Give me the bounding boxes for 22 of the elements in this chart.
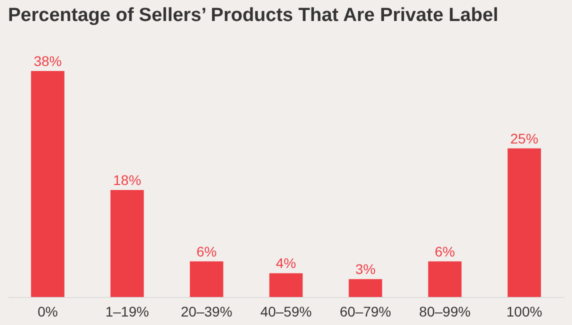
bar <box>269 273 303 297</box>
x-tick-label: 20–39% <box>180 304 232 320</box>
x-tick-label: 60–79% <box>340 304 392 320</box>
data-label: 18% <box>113 172 142 188</box>
x-tick-label: 1–19% <box>105 304 149 320</box>
data-label: 25% <box>510 130 538 146</box>
bar <box>348 279 382 297</box>
data-label: 4% <box>276 255 296 272</box>
data-label: 6% <box>196 243 217 260</box>
chart-title: Percentage of Sellers’ Products That Are Private Label <box>8 5 498 26</box>
data-label: 38% <box>34 53 62 69</box>
bar <box>31 71 64 297</box>
data-label: 6% <box>434 243 455 260</box>
x-tick-label: 0% <box>38 304 58 320</box>
x-tick-label: 100% <box>506 304 542 320</box>
bar <box>190 261 224 297</box>
x-tick-label: 80–99% <box>419 304 471 320</box>
bar <box>428 261 462 297</box>
data-label: 3% <box>355 261 376 278</box>
bar <box>110 190 144 297</box>
x-tick-label: 40–59% <box>260 304 312 320</box>
bar <box>508 148 541 297</box>
